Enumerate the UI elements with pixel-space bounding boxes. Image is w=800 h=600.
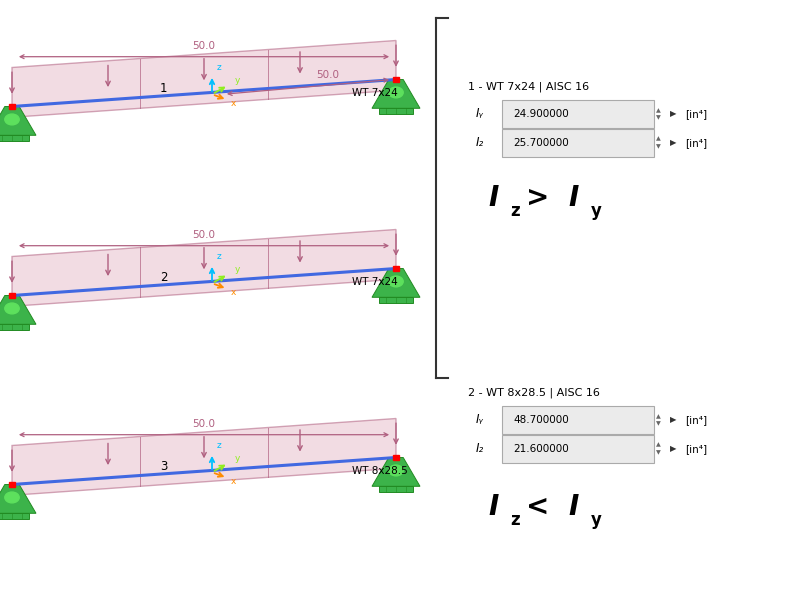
Text: WT 7x24: WT 7x24 xyxy=(352,88,398,98)
Text: I: I xyxy=(568,493,578,521)
Text: ▼: ▼ xyxy=(656,144,661,149)
Text: 50.0: 50.0 xyxy=(193,419,215,428)
FancyBboxPatch shape xyxy=(0,135,29,141)
FancyBboxPatch shape xyxy=(379,109,413,115)
Text: ▶: ▶ xyxy=(670,415,677,425)
Text: 50.0: 50.0 xyxy=(317,70,339,80)
FancyBboxPatch shape xyxy=(10,104,15,109)
Text: x: x xyxy=(231,288,237,297)
Text: I: I xyxy=(568,184,578,212)
Text: y: y xyxy=(590,202,602,220)
Text: 50.0: 50.0 xyxy=(193,41,215,51)
Circle shape xyxy=(5,303,19,314)
Text: WT 8x28.5: WT 8x28.5 xyxy=(352,466,408,476)
Text: y: y xyxy=(234,265,240,274)
Text: z: z xyxy=(217,252,222,261)
Text: I₂: I₂ xyxy=(476,136,484,149)
Polygon shape xyxy=(0,295,36,324)
Text: 2 - WT 8x28.5 | AISC 16: 2 - WT 8x28.5 | AISC 16 xyxy=(468,387,600,397)
Text: ▶: ▶ xyxy=(670,138,677,147)
Polygon shape xyxy=(12,419,396,496)
Circle shape xyxy=(5,492,19,503)
Text: y: y xyxy=(234,76,240,85)
Text: 21.600000: 21.600000 xyxy=(514,444,570,454)
Text: z: z xyxy=(510,202,520,220)
Polygon shape xyxy=(372,79,420,109)
Circle shape xyxy=(389,465,403,476)
Text: 3: 3 xyxy=(160,460,167,473)
Text: ▶: ▶ xyxy=(670,109,677,118)
Circle shape xyxy=(389,276,403,287)
Text: >: > xyxy=(526,184,550,212)
Text: [in⁴]: [in⁴] xyxy=(685,109,707,119)
Text: [in⁴]: [in⁴] xyxy=(685,444,707,454)
Text: z: z xyxy=(217,441,222,450)
Text: x: x xyxy=(231,99,237,108)
Text: z: z xyxy=(217,63,222,72)
FancyBboxPatch shape xyxy=(10,482,15,487)
Text: ▲: ▲ xyxy=(656,137,661,142)
Polygon shape xyxy=(0,107,36,135)
Text: WT 7x24: WT 7x24 xyxy=(352,277,398,287)
FancyBboxPatch shape xyxy=(379,486,413,492)
Text: y: y xyxy=(590,511,602,529)
FancyBboxPatch shape xyxy=(502,435,654,463)
Text: y: y xyxy=(234,454,240,463)
Text: z: z xyxy=(510,511,520,529)
Text: I₂: I₂ xyxy=(476,442,484,455)
Text: 1: 1 xyxy=(160,82,167,95)
Text: ▼: ▼ xyxy=(656,115,661,120)
FancyBboxPatch shape xyxy=(394,266,398,271)
Text: [in⁴]: [in⁴] xyxy=(685,415,707,425)
Text: Iᵧ: Iᵧ xyxy=(476,413,484,427)
FancyBboxPatch shape xyxy=(394,455,398,460)
Polygon shape xyxy=(0,485,36,513)
Text: ▲: ▲ xyxy=(656,443,661,448)
Text: I: I xyxy=(488,184,498,212)
FancyBboxPatch shape xyxy=(0,324,29,330)
Circle shape xyxy=(5,114,19,125)
Text: ▶: ▶ xyxy=(670,444,677,454)
Text: ▲: ▲ xyxy=(656,108,661,113)
Text: 2: 2 xyxy=(160,271,167,284)
Polygon shape xyxy=(12,230,396,306)
Text: 48.700000: 48.700000 xyxy=(514,415,570,425)
Text: <: < xyxy=(526,493,550,521)
Text: 25.700000: 25.700000 xyxy=(514,138,570,148)
Text: ▼: ▼ xyxy=(656,421,661,426)
Text: x: x xyxy=(231,477,237,486)
FancyBboxPatch shape xyxy=(394,77,398,82)
Text: ▼: ▼ xyxy=(656,450,661,455)
FancyBboxPatch shape xyxy=(0,513,29,519)
Circle shape xyxy=(389,87,403,98)
Polygon shape xyxy=(12,41,396,118)
Text: 50.0: 50.0 xyxy=(193,230,215,239)
Text: [in⁴]: [in⁴] xyxy=(685,138,707,148)
Polygon shape xyxy=(372,457,420,486)
FancyBboxPatch shape xyxy=(502,129,654,157)
FancyBboxPatch shape xyxy=(502,100,654,128)
Text: 1 - WT 7x24 | AISC 16: 1 - WT 7x24 | AISC 16 xyxy=(468,81,589,91)
FancyBboxPatch shape xyxy=(502,406,654,434)
Polygon shape xyxy=(372,269,420,297)
Text: 24.900000: 24.900000 xyxy=(514,109,570,119)
FancyBboxPatch shape xyxy=(379,297,413,304)
Text: Iᵧ: Iᵧ xyxy=(476,107,484,121)
Text: I: I xyxy=(488,493,498,521)
Text: ▲: ▲ xyxy=(656,414,661,419)
FancyBboxPatch shape xyxy=(10,293,15,298)
